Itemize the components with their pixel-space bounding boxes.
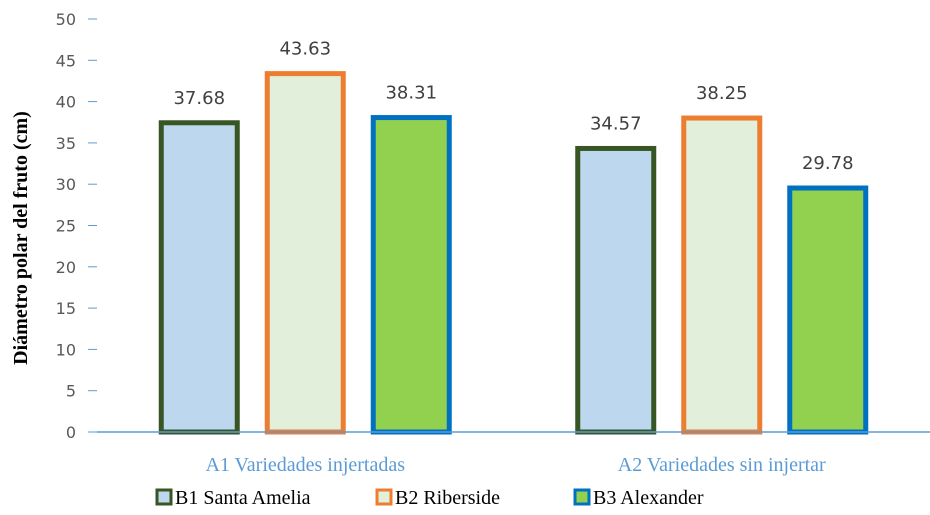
- bars: [158, 71, 869, 435]
- y-axis-title: Diámetro polar del fruto (cm): [10, 111, 32, 365]
- bar: [158, 120, 240, 435]
- legend-label: B1 Santa Amelia: [175, 487, 311, 509]
- legend-swatch: [155, 488, 173, 506]
- legend-label: B2 Riberside: [395, 487, 500, 509]
- bar: [370, 115, 452, 435]
- y-tick-label: 50: [56, 10, 76, 29]
- data-labels: 37.68 43.63 38.31 34.57 38.25 29.78: [173, 39, 853, 174]
- legend-swatch: [573, 488, 591, 506]
- legend: B1 Santa Amelia B2 Riberside B3 Alexander: [155, 487, 704, 509]
- y-tick-label: 5: [66, 382, 76, 401]
- data-label: 37.68: [173, 88, 225, 109]
- bar: [575, 145, 657, 435]
- y-tick-label: 20: [56, 258, 76, 277]
- y-tick-label: 10: [56, 340, 76, 359]
- y-tick-label: 0: [66, 423, 76, 442]
- y-tick-label: 45: [56, 51, 76, 70]
- y-tick-label: 15: [56, 299, 76, 318]
- y-tick-label: 25: [56, 217, 76, 236]
- y-tick-label: 40: [56, 93, 76, 112]
- y-tick-label: 35: [56, 134, 76, 153]
- y-axis-ticks: 0 5 10 15 20 25 30 35 40 45 50: [56, 10, 97, 442]
- bar: [787, 185, 869, 435]
- legend-swatch: [375, 488, 393, 506]
- x-category-label: A2 Variedades sin injertar: [618, 454, 826, 476]
- data-label: 29.78: [802, 153, 854, 174]
- data-label: 38.31: [385, 83, 437, 104]
- data-label: 34.57: [590, 113, 642, 134]
- bar: [681, 115, 763, 435]
- y-tick-label: 30: [56, 175, 76, 194]
- bar: [264, 71, 346, 435]
- x-category-label: A1 Variedades injertadas: [205, 454, 405, 476]
- legend-label: B3 Alexander: [593, 487, 704, 509]
- data-label: 38.25: [696, 83, 748, 104]
- category-labels: A1 Variedades injertadas A2 Variedades si…: [205, 454, 826, 476]
- data-label: 43.63: [279, 39, 331, 60]
